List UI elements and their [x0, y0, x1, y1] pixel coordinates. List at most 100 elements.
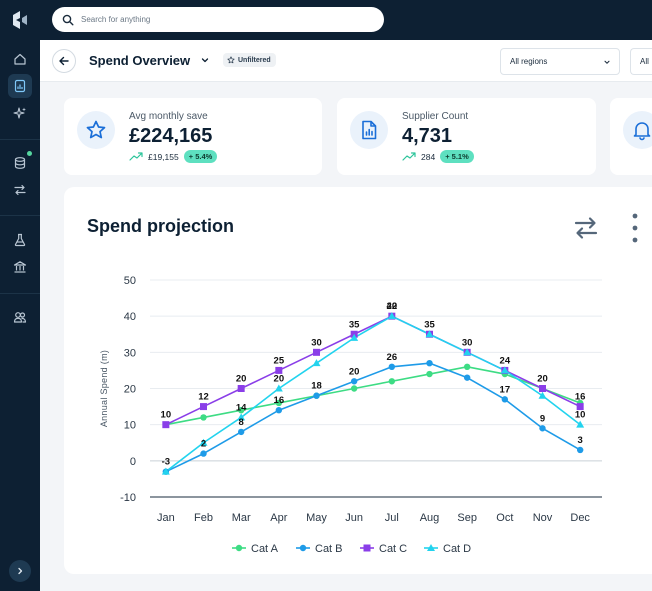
- data-point: [426, 359, 433, 367]
- flask-icon[interactable]: [8, 228, 32, 252]
- home-icon[interactable]: [8, 47, 32, 71]
- data-point: [161, 467, 170, 475]
- data-label: 17: [500, 384, 511, 395]
- data-label: 9: [540, 413, 545, 424]
- kpi-icon-wrap: [77, 111, 115, 149]
- database-icon[interactable]: [8, 151, 32, 175]
- legend-label: Cat D: [443, 543, 471, 555]
- sparkle-icon[interactable]: [8, 101, 32, 125]
- arrow-left-icon: [59, 56, 69, 66]
- data-label: 18: [311, 381, 322, 392]
- data-point: [313, 392, 320, 399]
- y-axis-label: Annual Spend (m): [99, 350, 109, 427]
- sidebar-divider: [0, 293, 40, 294]
- bank-icon[interactable]: [8, 255, 32, 279]
- y-tick-label: 0: [130, 456, 136, 468]
- x-tick-label: May: [306, 512, 327, 524]
- data-point: [426, 370, 433, 378]
- search-input[interactable]: [81, 15, 361, 24]
- transfer-icon[interactable]: [8, 178, 32, 202]
- kpi-card-supplier-count[interactable]: Supplier Count 4,731 284 + 5.1%: [337, 98, 596, 175]
- data-point: [576, 403, 584, 411]
- region-select[interactable]: All regions: [500, 48, 620, 75]
- kpi-card-avg-monthly-save[interactable]: Avg monthly save £224,165 £19,155 + 5.4%: [64, 98, 322, 175]
- kpi-icon-wrap: [623, 111, 652, 149]
- trend-up-icon: [402, 152, 416, 161]
- data-point: [350, 333, 359, 341]
- back-button[interactable]: [52, 49, 76, 73]
- y-tick-label: 10: [124, 420, 136, 432]
- legend-label: Cat B: [315, 543, 343, 555]
- data-label: -3: [162, 457, 170, 468]
- data-point: [463, 348, 472, 356]
- series-line: [165, 362, 581, 473]
- kpi-value: 4,731: [402, 125, 453, 147]
- kpi-percent-badge: + 5.1%: [440, 150, 474, 163]
- data-label: 16: [274, 395, 285, 406]
- y-tick-label: 40: [124, 311, 136, 323]
- data-label: 2: [201, 439, 206, 450]
- data-label: 30: [311, 337, 322, 348]
- data-point: [199, 438, 208, 446]
- swap-icon[interactable]: [571, 213, 601, 243]
- data-point: [576, 446, 584, 454]
- data-label: 10: [575, 410, 586, 421]
- data-point: [539, 425, 546, 432]
- y-tick-label: -10: [120, 492, 136, 504]
- data-point: [275, 407, 283, 414]
- trend-up-icon: [129, 152, 143, 161]
- data-point: [350, 378, 358, 385]
- second-select[interactable]: All: [630, 48, 652, 75]
- document-chart-icon: [362, 120, 377, 140]
- x-tick-label: Jun: [345, 512, 363, 524]
- data-point: [501, 396, 509, 403]
- search-icon: [62, 14, 74, 26]
- sidebar: [0, 0, 40, 591]
- data-point: [200, 403, 207, 411]
- data-point: [275, 399, 283, 407]
- chevron-down-icon: [604, 60, 610, 64]
- kpi-card-alerts[interactable]: [610, 98, 652, 175]
- data-label: 8: [239, 417, 244, 428]
- sidebar-divider: [0, 139, 40, 140]
- filter-badge[interactable]: Unfiltered: [223, 53, 276, 67]
- search-box[interactable]: [52, 7, 384, 32]
- kpi-percent-badge: + 5.4%: [183, 150, 218, 163]
- data-label: 25: [274, 355, 285, 366]
- legend-label: Cat A: [251, 543, 279, 555]
- users-icon[interactable]: [8, 305, 32, 329]
- y-tick-label: 50: [124, 275, 136, 287]
- data-label: 20: [236, 374, 247, 385]
- kpi-value: £224,165: [129, 125, 213, 147]
- x-tick-label: Apr: [270, 512, 287, 524]
- chevron-down-icon[interactable]: [200, 55, 210, 65]
- x-tick-label: Nov: [533, 512, 553, 524]
- data-point: [388, 363, 396, 370]
- series-line: [165, 315, 581, 426]
- x-tick-label: Jul: [385, 512, 399, 524]
- data-label: 30: [462, 337, 473, 348]
- data-label: 10: [161, 410, 172, 421]
- kpi-icon-wrap: [350, 111, 388, 149]
- more-options-icon[interactable]: [631, 213, 639, 243]
- x-tick-label: Oct: [496, 512, 513, 524]
- legend-label: Cat C: [379, 543, 407, 555]
- data-label: 12: [198, 392, 209, 403]
- data-point: [275, 366, 283, 374]
- series-line: [165, 315, 581, 473]
- report-icon[interactable]: [8, 74, 32, 98]
- region-select-value: All regions: [510, 57, 548, 66]
- data-label: 35: [424, 319, 435, 330]
- expand-sidebar-button[interactable]: [9, 560, 31, 582]
- x-tick-label: Feb: [194, 512, 213, 524]
- y-tick-label: 20: [124, 384, 136, 396]
- data-point: [463, 374, 471, 381]
- kpi-label: Avg monthly save: [129, 111, 208, 122]
- data-point: [425, 330, 434, 338]
- bell-icon: [633, 122, 651, 141]
- data-label: 35: [349, 319, 360, 330]
- kpi-trend: 284 + 5.1%: [402, 150, 474, 163]
- data-point: [237, 428, 245, 436]
- x-tick-label: Sep: [457, 512, 477, 524]
- data-label: 40: [387, 301, 398, 312]
